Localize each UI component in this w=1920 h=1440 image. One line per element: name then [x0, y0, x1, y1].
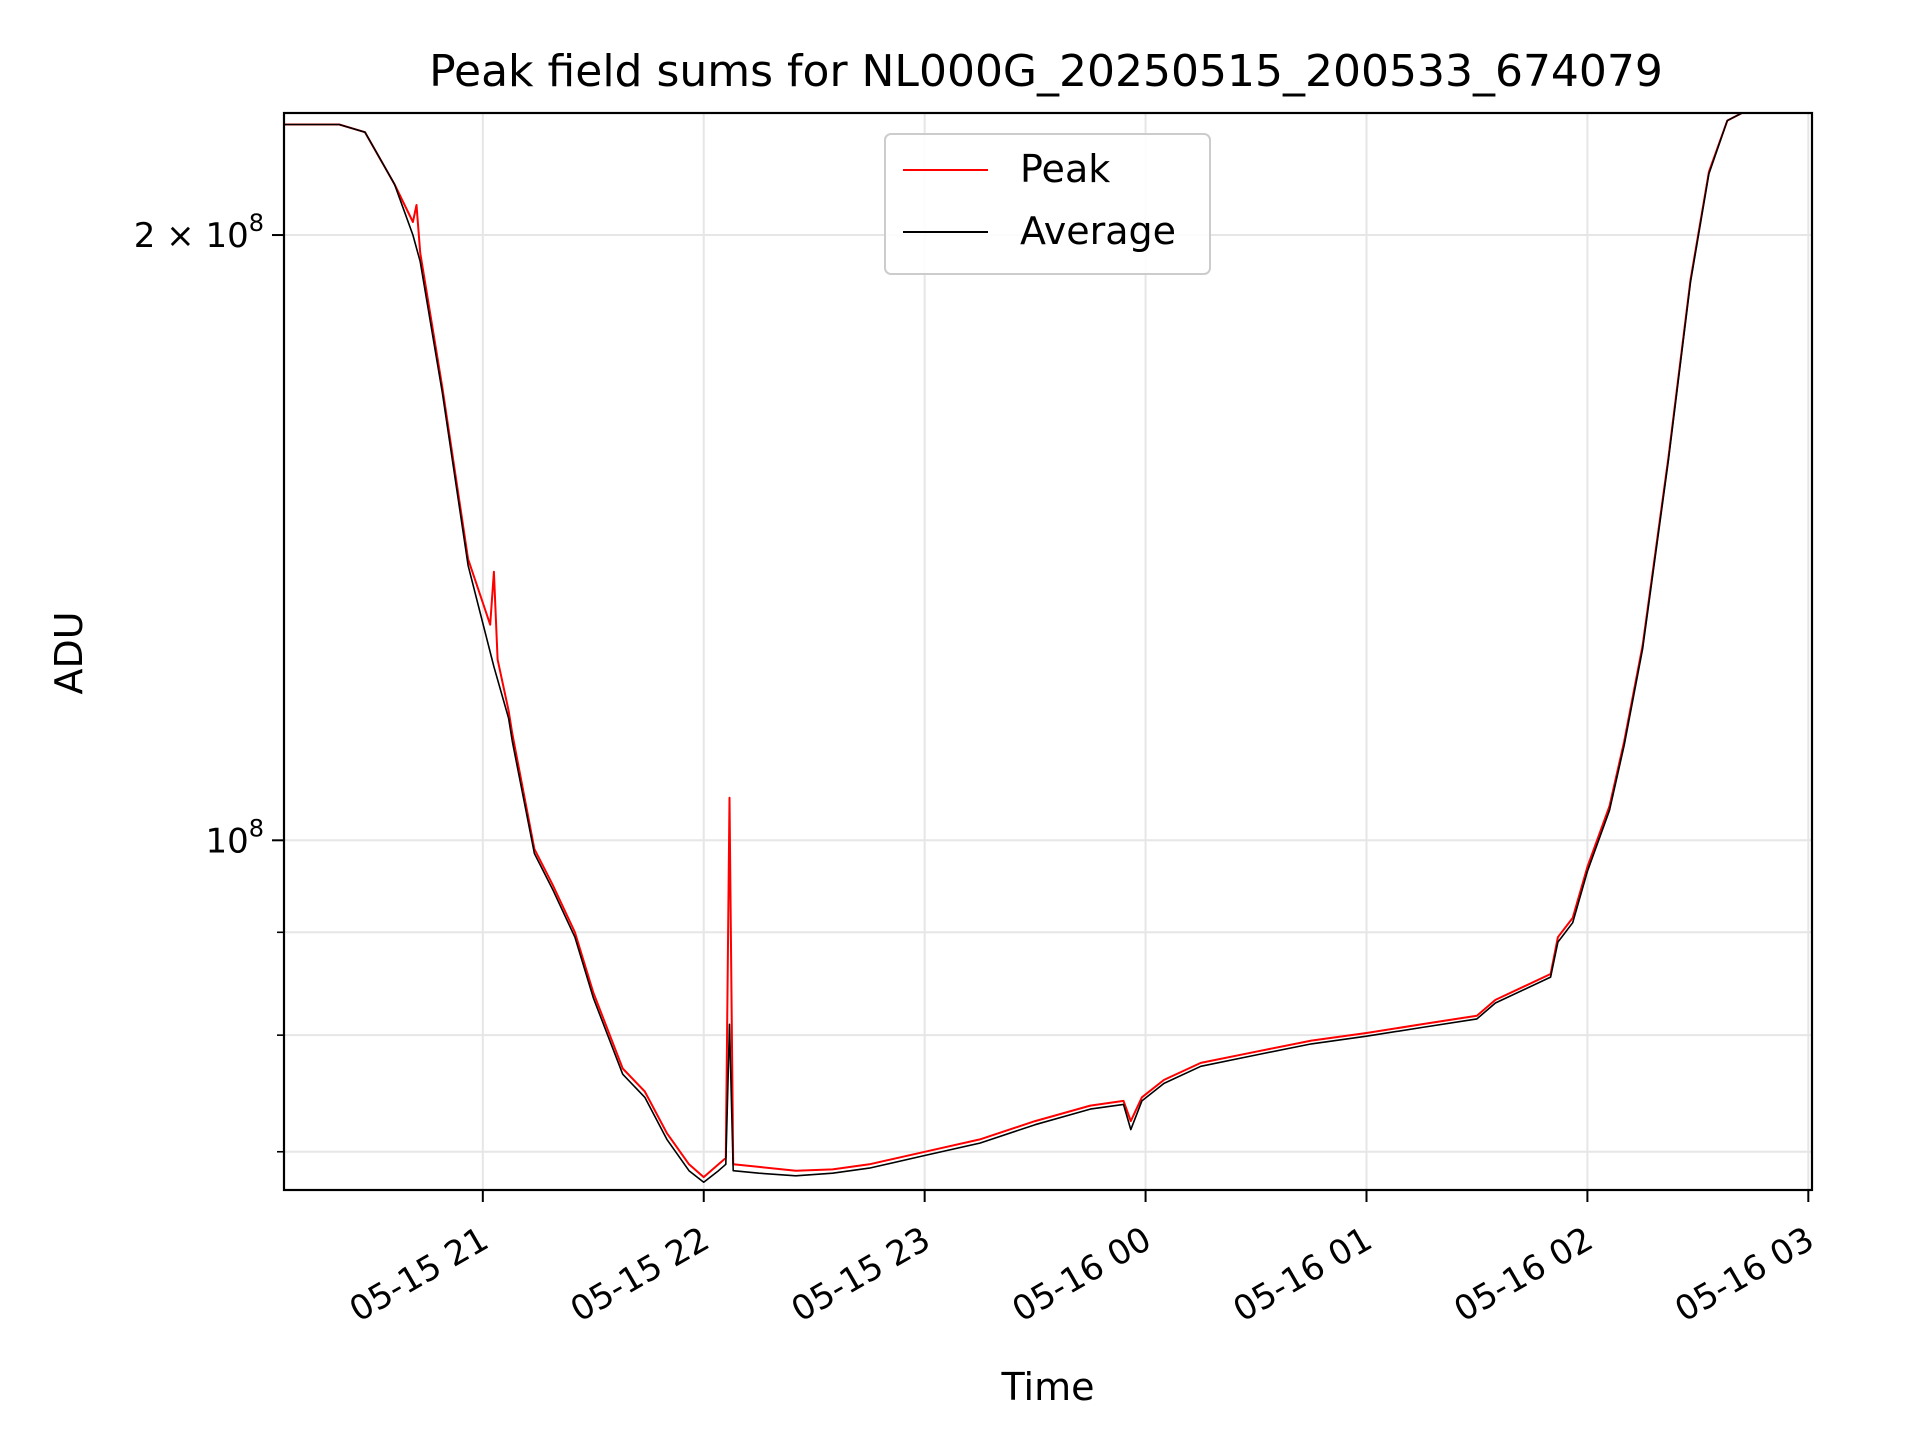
y-tick-label: 2 × 108 [134, 209, 264, 256]
y-tick-label: 108 [205, 814, 264, 861]
chart-title: Peak field sums for NL000G_20250515_2005… [429, 46, 1663, 97]
plot-frame [282, 111, 1814, 1192]
y-tick-mantissa: 2 × [134, 216, 206, 256]
series-lines [284, 113, 1743, 1183]
legend: Peak Average [884, 133, 1211, 275]
y-tick-exponent: 8 [249, 814, 264, 842]
series-line-peak [284, 113, 1743, 1179]
legend-label-peak: Peak [1020, 147, 1110, 191]
y-tick-exponent: 8 [249, 209, 264, 237]
legend-label-average: Average [1020, 209, 1176, 253]
series-line-average [284, 113, 1743, 1183]
x-axis-label: Time [1001, 1365, 1095, 1409]
y-tick-base: 10 [205, 821, 248, 861]
y-tick-base: 10 [205, 216, 248, 256]
y-axis-label: ADU [47, 611, 91, 694]
grid [284, 113, 1812, 1190]
